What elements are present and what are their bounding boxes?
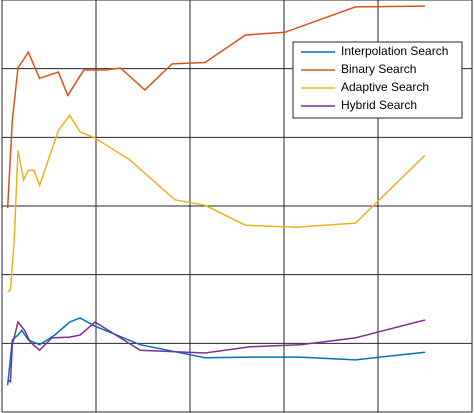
legend-label: Interpolation Search [341, 44, 448, 58]
legend-label: Adaptive Search [341, 80, 429, 94]
series-line [7, 114, 426, 293]
series-line [6, 5, 426, 209]
series-line [6, 317, 426, 386]
legend-label: Hybrid Search [341, 98, 417, 112]
series-line [7, 319, 426, 384]
legend: Interpolation Search Binary Search Adaptiv… [292, 41, 463, 119]
legend-label: Binary Search [341, 62, 416, 76]
